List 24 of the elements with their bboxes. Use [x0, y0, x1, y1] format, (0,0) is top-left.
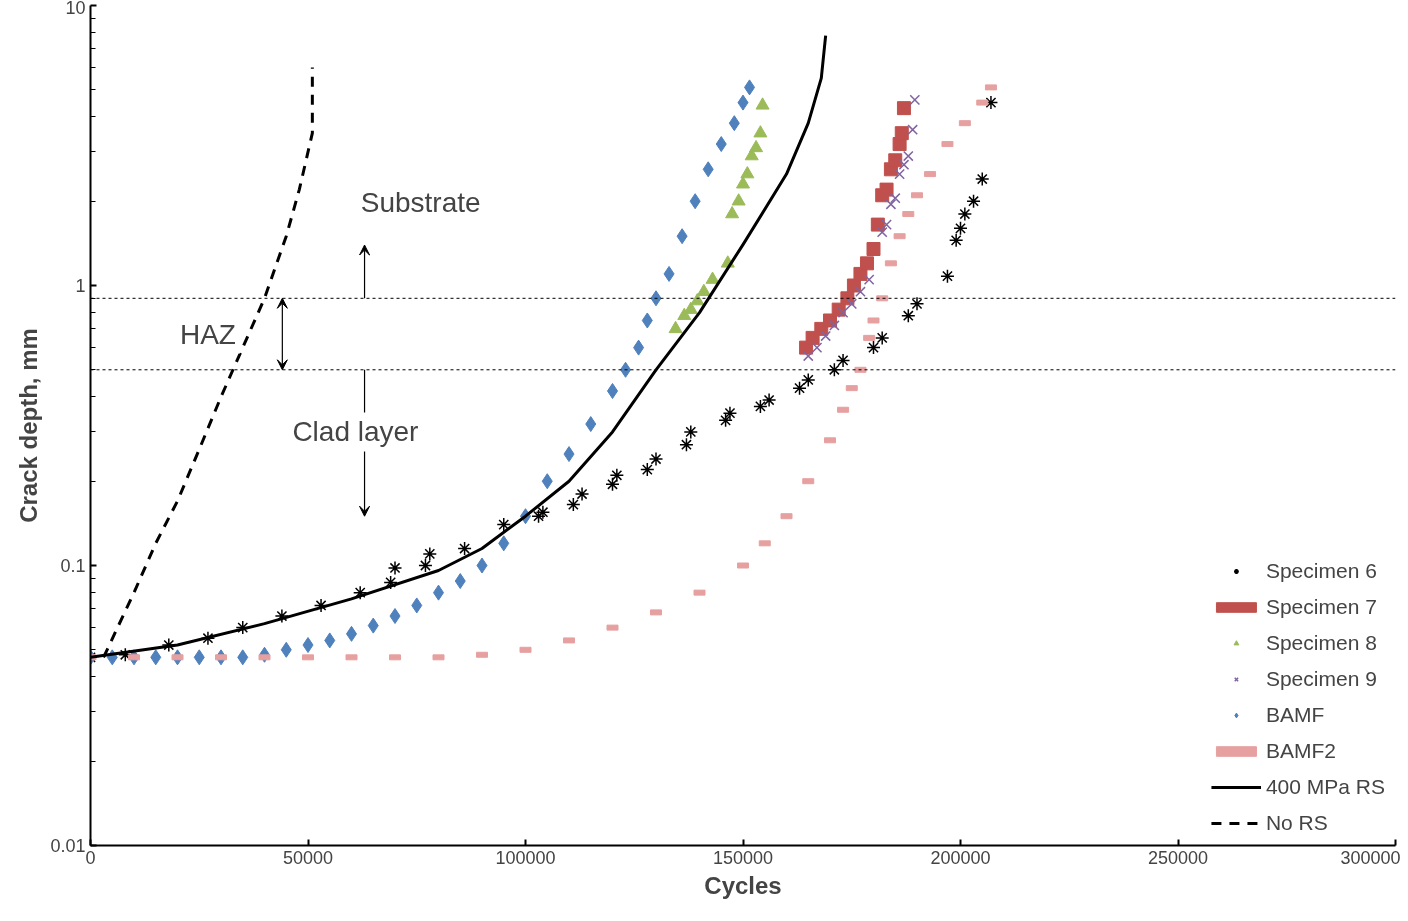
x-tick-label: 250000: [1147, 847, 1209, 868]
y-tick-label: 0.01: [50, 836, 86, 856]
legend-label: 400 MPa RS: [1265, 775, 1385, 799]
x-tick-label: 50000: [282, 847, 334, 868]
annotation: Substrate: [360, 186, 481, 218]
annotation: HAZ: [179, 318, 236, 350]
legend-label: Specimen 7: [1265, 595, 1377, 619]
legend-label: BAMF2: [1265, 739, 1336, 763]
legend-label: Specimen 9: [1265, 667, 1377, 691]
x-tick-label: 150000: [712, 847, 774, 868]
x-tick-label: 300000: [1340, 847, 1401, 868]
y-tick-label: 0.1: [60, 556, 86, 576]
x-tick-label: 100000: [495, 847, 556, 868]
legend-label: No RS: [1265, 811, 1328, 835]
y-tick-label: 1: [75, 276, 86, 296]
x-tick-label: 0: [85, 847, 96, 868]
legend-label: BAMF: [1265, 703, 1325, 727]
x-tick-label: 200000: [930, 847, 991, 868]
y-axis-title: Crack depth, mm: [15, 328, 43, 523]
annotation: Clad layer: [292, 416, 419, 448]
legend-label: Specimen 8: [1265, 631, 1377, 655]
y-tick-label: 10: [65, 0, 86, 18]
legend-label: Specimen 6: [1265, 559, 1377, 583]
x-axis-title: Cycles: [704, 871, 782, 899]
